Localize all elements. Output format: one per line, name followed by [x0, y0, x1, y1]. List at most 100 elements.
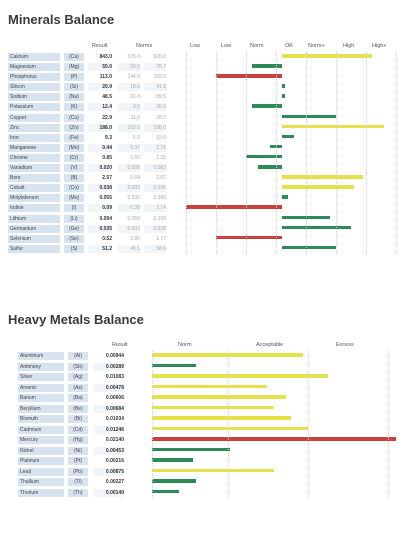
mineral-level-bar — [282, 225, 351, 230]
mineral-symbol: (B) — [64, 174, 84, 183]
mineral-symbol: (Cr) — [64, 153, 84, 162]
mineral-norm-low: 0.30 — [118, 204, 140, 213]
scale-header-low2: Low — [221, 43, 232, 49]
metal-row: Bismuth (Bi) 0.01034 — [18, 414, 398, 425]
metal-symbol: (Th) — [68, 488, 88, 497]
mineral-norm-high: 2.76 — [144, 143, 166, 152]
mineral-name: Iodine — [8, 204, 60, 213]
mineral-norm-low: 5.0 — [133, 134, 140, 141]
mineral-level-bar — [282, 114, 336, 119]
metal-row: Aluminium (Al) 0.00944 — [18, 351, 398, 362]
mineral-symbol: (S) — [64, 244, 84, 253]
metal-row: Cadmium (Cd) 0.01246 — [18, 425, 398, 436]
metal-symbol: (Bi) — [68, 415, 88, 423]
mineral-name: Bore — [8, 174, 60, 183]
mineral-name: Sodium — [8, 93, 60, 102]
norm-column-header: Norm — [178, 342, 192, 348]
metal-name: Cadmium — [18, 425, 64, 434]
metal-level-bar — [152, 395, 287, 399]
metal-name: Antimony — [18, 362, 64, 371]
metal-level-bar — [152, 479, 196, 483]
mineral-row: Chrome (Cr) 0.85 0.87 1.25 — [8, 153, 400, 163]
mineral-name: Phosphorus — [8, 73, 60, 82]
mineral-norm-low: 21.0 — [130, 94, 140, 101]
metal-name: Barium — [18, 394, 64, 402]
mineral-row: Potassium (K) 12.4 9.5 35.0 — [8, 102, 400, 112]
mineral-result: 0.035 — [88, 224, 112, 233]
mineral-norm-high: 0.038 — [144, 224, 166, 233]
mineral-symbol: (Mn) — [64, 143, 84, 152]
mineral-level-bar — [252, 104, 282, 108]
metal-result: 0.00140 — [94, 488, 124, 497]
mineral-result: 9.3 — [105, 134, 112, 141]
metal-name: Bismuth — [18, 415, 64, 423]
norms-column-header: Norms — [136, 43, 153, 49]
mineral-row: Magnesium (Mg) 55.0 50.5 78.7 — [8, 62, 400, 72]
mineral-result: 0.52 — [102, 235, 112, 242]
mineral-norm-high: 2.87 — [156, 175, 166, 182]
mineral-row: Sulfur (S) 51.2 46.1 58.6 — [8, 244, 400, 254]
mineral-symbol: (Cu) — [64, 113, 84, 122]
mineral-norm-high: 926.0 — [153, 54, 166, 60]
metal-symbol: (Ag) — [68, 373, 88, 381]
metal-row: Mercury (Hg) 0.02140 — [18, 435, 398, 446]
metal-symbol: (Pt) — [68, 457, 88, 465]
metal-name: Lead — [18, 467, 64, 476]
mineral-norm-high: 0.083 — [144, 164, 166, 173]
mineral-row: Manganese (Mn) 0.44 0.37 2.76 — [8, 143, 400, 153]
mineral-symbol: (V) — [64, 164, 84, 173]
mineral-row: Zinc (Zn) 188.0 155.0 198.0 — [8, 123, 400, 133]
mineral-symbol: (P) — [64, 73, 84, 82]
mineral-norm-low: 0.85 — [130, 235, 140, 242]
minerals-header: Result Norms Low Low Norm OK Norm+ High … — [8, 40, 400, 52]
metal-row: Arsenic (As) 0.00478 — [18, 383, 398, 394]
mineral-norm-high: 15.5 — [156, 134, 166, 141]
heavy-metals-body: Aluminium (Al) 0.00944 Antimony (Sb) 0.00289 S… — [18, 351, 398, 498]
mineral-norm-low: 0.030 — [127, 195, 140, 202]
mineral-symbol: (Mo) — [64, 194, 84, 203]
mineral-symbol: (Si) — [64, 83, 84, 92]
mineral-norm-low: 0.84 — [130, 175, 140, 182]
metal-result: 0.00227 — [105, 479, 124, 485]
heavy-metals-table: Result Norm Acceptable Excess Aluminium (… — [18, 340, 398, 498]
metal-row: Platinum (Pt) 0.00216 — [18, 456, 398, 467]
mineral-norm-low: 144.0 — [127, 74, 140, 81]
mineral-norm-low: 0.008 — [118, 164, 140, 173]
mineral-norm-high: 159.0 — [153, 74, 166, 81]
mineral-result: 0.44 — [88, 143, 112, 152]
mineral-result: 188.0 — [88, 123, 112, 132]
metal-row: Thorium (Th) 0.00140 — [18, 488, 398, 499]
mineral-norm-low: 18.0 — [118, 83, 140, 92]
metal-level-bar — [152, 363, 196, 367]
mineral-result: 2.57 — [102, 175, 112, 182]
metal-symbol: (Sb) — [68, 362, 88, 371]
metal-result: 0.00875 — [94, 467, 124, 476]
mineral-norm-high: 35.0 — [144, 103, 166, 112]
metal-level-bar — [152, 416, 292, 420]
mineral-name: Potassium — [8, 103, 60, 112]
scale-gridline — [246, 52, 247, 254]
mineral-result: 51.2 — [88, 244, 112, 253]
metal-row: Thallium (Tl) 0.00227 — [18, 477, 398, 488]
mineral-row: Iron (Fe) 9.3 5.0 15.5 — [8, 133, 400, 143]
mineral-level-bar — [252, 64, 282, 68]
metal-name: Thorium — [18, 488, 64, 497]
metal-row: Barium (Ba) 0.00606 — [18, 393, 398, 404]
metal-name: Silver — [18, 373, 64, 381]
metal-symbol: (As) — [68, 383, 88, 392]
mineral-row: Molybdenum (Mo) 0.055 0.030 0.090 — [8, 193, 400, 203]
mineral-result: 0.055 — [99, 195, 112, 202]
mineral-name: Selenium — [8, 234, 60, 243]
mineral-norm-high: 0.150 — [153, 215, 166, 222]
metal-name: Arsenic — [18, 383, 64, 392]
metal-result: 0.00216 — [105, 458, 124, 464]
metal-level-bar — [152, 468, 274, 472]
mineral-norm-low: 50.5 — [118, 63, 140, 72]
mineral-row: Phosphorus (P) 113.0 144.0 159.0 — [8, 72, 400, 82]
mineral-norm-high: 198.0 — [144, 123, 166, 132]
mineral-norm-low: 0.003 — [118, 224, 140, 233]
mineral-name: Copper — [8, 113, 60, 122]
metal-symbol: (Tl) — [68, 478, 88, 486]
acceptable-column-header: Acceptable — [256, 342, 284, 348]
scale-header-norm: Norm — [250, 43, 264, 49]
